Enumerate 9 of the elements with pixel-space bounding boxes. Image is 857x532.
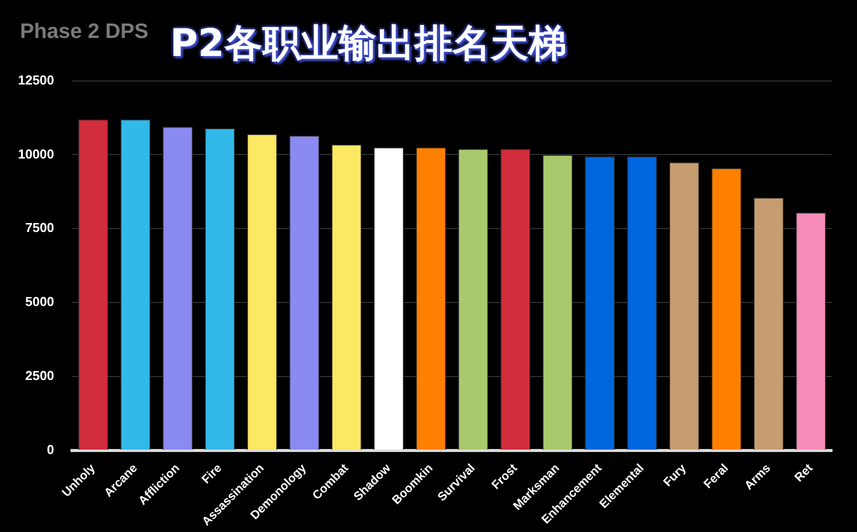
- y-tick-label: 0: [46, 442, 54, 457]
- chart-subtitle: Phase 2 DPS: [20, 20, 148, 44]
- y-tick-label: 5000: [25, 294, 54, 310]
- y-tick-label: 2500: [25, 368, 54, 383]
- y-tick-label: 12500: [18, 72, 54, 88]
- chart-title: P2各职业输出排名天梯: [170, 20, 566, 67]
- x-tick-label: Ret: [792, 460, 816, 485]
- y-tick-label: 10000: [18, 146, 54, 162]
- y-tick-label: 7500: [25, 220, 54, 236]
